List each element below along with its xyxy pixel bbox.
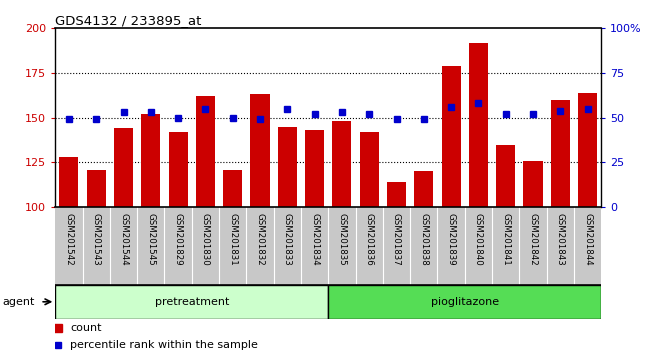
- Text: GSM201544: GSM201544: [119, 213, 128, 266]
- Text: GSM201839: GSM201839: [447, 213, 456, 266]
- Text: GSM201840: GSM201840: [474, 213, 483, 266]
- Text: GSM201832: GSM201832: [255, 213, 265, 266]
- Text: pioglitazone: pioglitazone: [431, 297, 499, 307]
- Bar: [469, 42, 488, 207]
- Bar: [250, 95, 270, 207]
- Text: GSM201829: GSM201829: [174, 213, 183, 266]
- Bar: [441, 66, 461, 207]
- Bar: [114, 129, 133, 207]
- Text: GSM201543: GSM201543: [92, 213, 101, 266]
- Bar: [223, 170, 242, 207]
- Text: GSM201844: GSM201844: [583, 213, 592, 266]
- Bar: [328, 285, 601, 319]
- Bar: [141, 114, 161, 207]
- Bar: [496, 144, 515, 207]
- Text: GSM201838: GSM201838: [419, 213, 428, 266]
- Text: GSM201835: GSM201835: [337, 213, 346, 266]
- Bar: [55, 285, 328, 319]
- Text: GSM201841: GSM201841: [501, 213, 510, 266]
- Text: agent: agent: [2, 297, 34, 307]
- Text: GSM201831: GSM201831: [228, 213, 237, 266]
- Bar: [278, 127, 297, 207]
- Text: GSM201836: GSM201836: [365, 213, 374, 266]
- Bar: [414, 171, 434, 207]
- Bar: [305, 130, 324, 207]
- Bar: [196, 96, 215, 207]
- Text: GSM201542: GSM201542: [64, 213, 73, 266]
- Text: GSM201843: GSM201843: [556, 213, 565, 266]
- Text: pretreatment: pretreatment: [155, 297, 229, 307]
- Bar: [168, 132, 188, 207]
- Bar: [523, 161, 543, 207]
- Bar: [359, 132, 379, 207]
- Text: GSM201834: GSM201834: [310, 213, 319, 266]
- Bar: [332, 121, 352, 207]
- Text: GSM201830: GSM201830: [201, 213, 210, 266]
- Bar: [578, 93, 597, 207]
- Text: percentile rank within the sample: percentile rank within the sample: [70, 340, 258, 350]
- Text: count: count: [70, 322, 102, 332]
- Text: GSM201833: GSM201833: [283, 213, 292, 266]
- Text: GSM201842: GSM201842: [528, 213, 538, 266]
- Bar: [86, 170, 106, 207]
- Text: GSM201545: GSM201545: [146, 213, 155, 266]
- Text: GDS4132 / 233895_at: GDS4132 / 233895_at: [55, 14, 201, 27]
- Bar: [551, 100, 570, 207]
- Text: GSM201837: GSM201837: [392, 213, 401, 266]
- Bar: [59, 157, 79, 207]
- Bar: [387, 182, 406, 207]
